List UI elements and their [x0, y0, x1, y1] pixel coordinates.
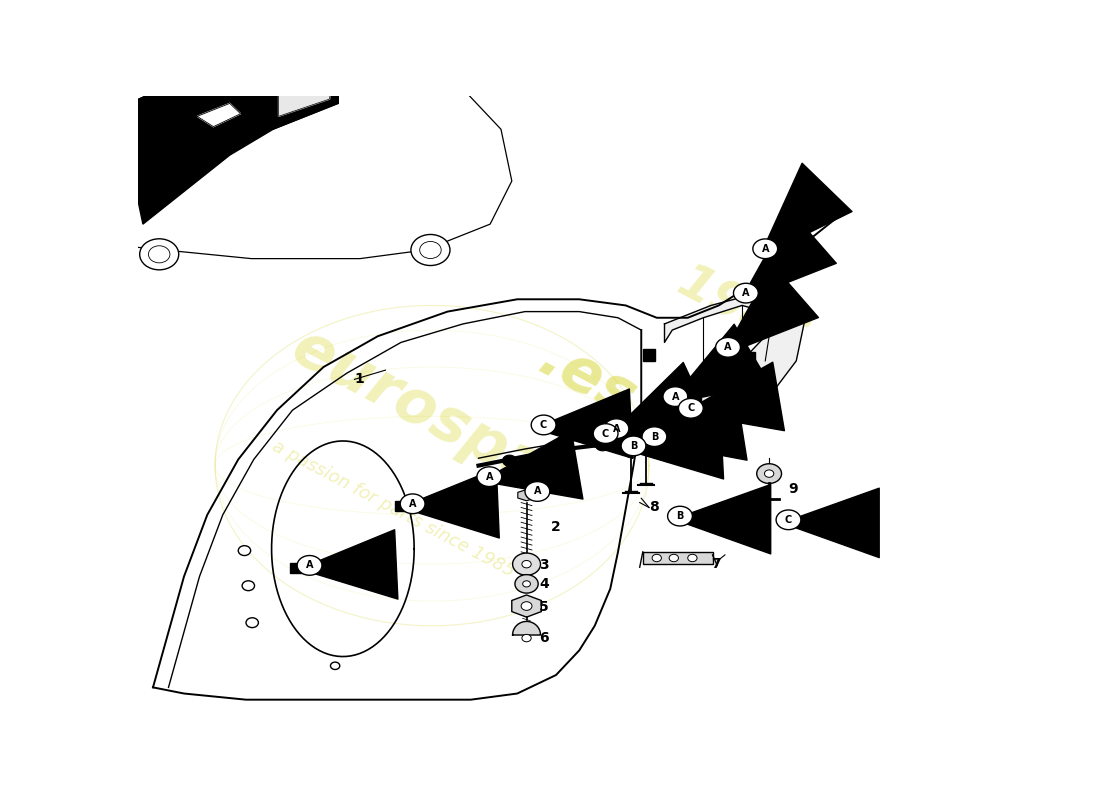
Ellipse shape: [65, 212, 112, 227]
Polygon shape: [642, 410, 656, 422]
Polygon shape: [197, 103, 241, 126]
Circle shape: [757, 464, 781, 483]
Text: C: C: [540, 420, 547, 430]
Text: 5: 5: [539, 600, 549, 614]
Circle shape: [621, 436, 646, 456]
Circle shape: [777, 510, 801, 530]
Text: 9: 9: [789, 482, 799, 496]
Text: B: B: [651, 432, 658, 442]
Text: 4: 4: [539, 578, 549, 591]
Text: C: C: [688, 403, 694, 414]
Polygon shape: [290, 563, 303, 573]
Polygon shape: [762, 297, 777, 308]
Text: A: A: [742, 288, 749, 298]
Circle shape: [521, 561, 531, 568]
Text: 6: 6: [539, 631, 549, 645]
Text: A: A: [613, 424, 620, 434]
Polygon shape: [73, 159, 104, 181]
Polygon shape: [513, 622, 540, 635]
Polygon shape: [56, 52, 512, 258]
Polygon shape: [518, 490, 536, 501]
Polygon shape: [484, 474, 496, 484]
Circle shape: [642, 426, 667, 446]
Circle shape: [515, 574, 538, 593]
Text: 8: 8: [649, 501, 659, 514]
Text: C: C: [602, 429, 609, 438]
Circle shape: [531, 415, 556, 435]
Text: 2: 2: [551, 520, 561, 534]
Circle shape: [679, 398, 703, 418]
Circle shape: [239, 546, 251, 555]
Polygon shape: [56, 52, 262, 233]
Circle shape: [595, 440, 609, 451]
Text: A: A: [409, 498, 417, 509]
Circle shape: [673, 432, 688, 443]
Text: B: B: [676, 511, 684, 521]
Text: C: C: [785, 515, 792, 525]
Circle shape: [669, 554, 679, 562]
Circle shape: [734, 283, 758, 303]
Circle shape: [764, 470, 773, 478]
Polygon shape: [688, 397, 701, 408]
Polygon shape: [627, 428, 640, 439]
Circle shape: [635, 435, 648, 446]
Circle shape: [411, 234, 450, 266]
Text: eurospar: eurospar: [282, 318, 582, 515]
Polygon shape: [512, 595, 541, 617]
Polygon shape: [741, 352, 756, 363]
Polygon shape: [642, 552, 713, 564]
Circle shape: [525, 482, 550, 502]
Polygon shape: [56, 198, 99, 242]
Circle shape: [688, 554, 697, 562]
Text: 1: 1: [354, 372, 364, 386]
Circle shape: [604, 418, 629, 438]
Circle shape: [330, 662, 340, 670]
Circle shape: [242, 581, 254, 590]
Polygon shape: [278, 65, 333, 116]
Text: A: A: [306, 560, 313, 570]
Polygon shape: [641, 293, 804, 454]
Text: A: A: [485, 472, 493, 482]
Circle shape: [640, 441, 651, 450]
Text: 1985: 1985: [670, 258, 815, 366]
Circle shape: [140, 238, 178, 270]
Circle shape: [513, 553, 540, 575]
Text: 7: 7: [711, 557, 720, 571]
Text: A: A: [672, 392, 679, 402]
Text: 3: 3: [539, 558, 549, 572]
Text: B: B: [630, 441, 637, 451]
Circle shape: [652, 554, 661, 562]
Circle shape: [522, 581, 530, 587]
Circle shape: [521, 634, 531, 642]
Circle shape: [246, 618, 258, 628]
Circle shape: [549, 446, 563, 458]
Polygon shape: [783, 254, 798, 265]
Text: A: A: [724, 342, 732, 352]
Circle shape: [626, 449, 637, 458]
Polygon shape: [642, 349, 656, 361]
Text: .es: .es: [528, 330, 646, 429]
Circle shape: [716, 338, 740, 357]
Circle shape: [400, 494, 425, 514]
Circle shape: [593, 424, 618, 443]
Circle shape: [521, 602, 532, 610]
Circle shape: [668, 506, 692, 526]
Circle shape: [477, 467, 502, 486]
Text: A: A: [761, 244, 769, 254]
Polygon shape: [132, 52, 338, 224]
Polygon shape: [395, 501, 407, 510]
Circle shape: [297, 555, 322, 575]
Text: a passion for parts since 1985: a passion for parts since 1985: [270, 437, 517, 581]
Circle shape: [663, 386, 688, 406]
Circle shape: [752, 239, 778, 258]
Text: A: A: [534, 486, 541, 497]
Circle shape: [503, 455, 517, 466]
